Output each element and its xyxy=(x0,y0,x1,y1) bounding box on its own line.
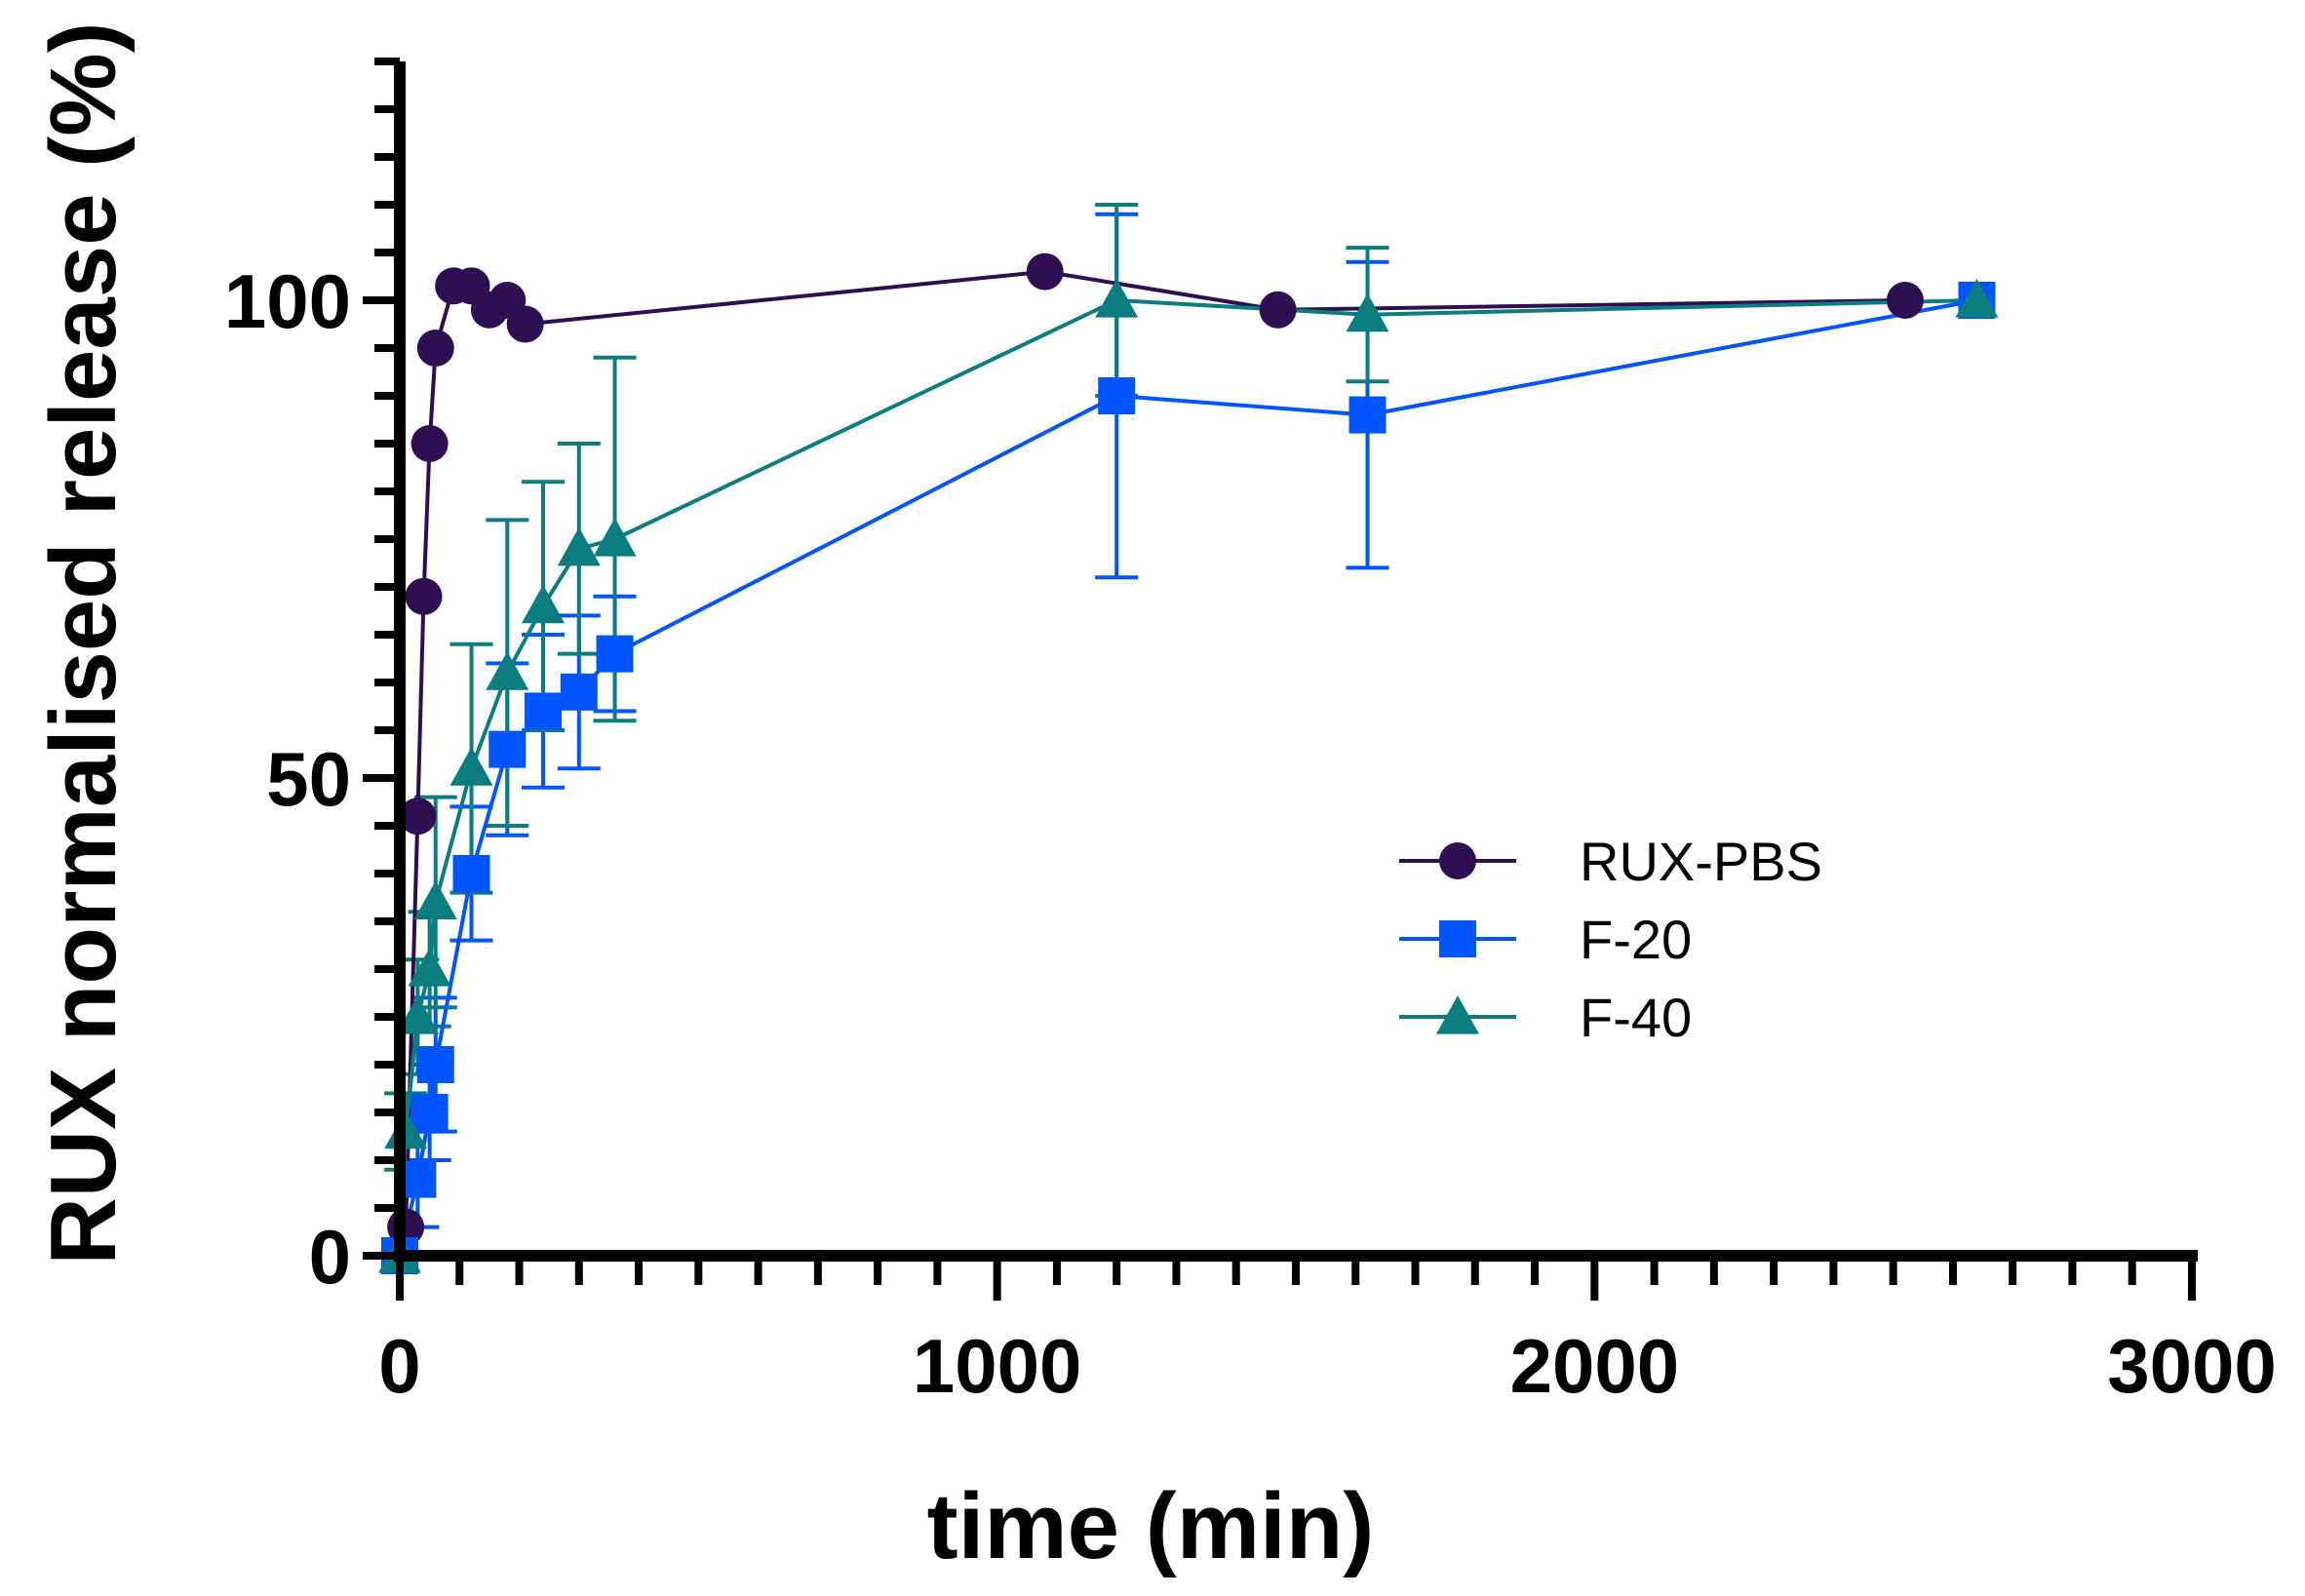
f-20-point xyxy=(525,692,563,730)
rux-pbs-point xyxy=(1886,282,1924,319)
f-40-point xyxy=(396,995,440,1034)
y-tick-label: 0 xyxy=(309,1214,351,1300)
x-tick-label: 0 xyxy=(378,1323,420,1409)
f-20-point xyxy=(488,730,527,768)
f-20-point xyxy=(452,855,490,892)
legend-rux-pbs-marker xyxy=(1439,842,1476,879)
legend-f-20-marker xyxy=(1439,920,1476,957)
f-20-point xyxy=(1348,396,1387,434)
x-tick-label: 2000 xyxy=(1510,1323,1680,1409)
f-40-point xyxy=(1955,279,1999,318)
rux-pbs-point xyxy=(1026,253,1064,291)
legend-f-40-marker xyxy=(1436,995,1479,1034)
x-tick-label: 1000 xyxy=(913,1323,1082,1409)
x-tick-label: 3000 xyxy=(2107,1323,2277,1409)
series-markers xyxy=(378,253,1999,1274)
y-tick-label: 50 xyxy=(266,736,351,822)
f-20-point xyxy=(560,673,598,711)
rux-pbs-point xyxy=(410,425,449,462)
f-40-point xyxy=(522,584,566,624)
legend-f-20-label: F-20 xyxy=(1580,909,1692,970)
f-20-point xyxy=(1098,377,1136,414)
f-40-point xyxy=(413,880,457,919)
y-tick-label: 100 xyxy=(224,258,351,344)
f-40-point xyxy=(557,526,601,566)
f-20-point xyxy=(416,1046,454,1083)
f-40-point xyxy=(408,948,451,987)
rux-pbs-point xyxy=(506,305,544,343)
f-40-point xyxy=(486,651,529,690)
f-40-point xyxy=(593,518,637,557)
rux-pbs-line xyxy=(398,269,1905,1257)
f-40-line xyxy=(398,298,1977,1257)
legend-rux-pbs-label: RUX-PBS xyxy=(1580,831,1822,892)
rux-pbs-point xyxy=(1259,291,1297,329)
rux-pbs-point xyxy=(416,330,454,367)
rux-pbs-point xyxy=(399,798,437,836)
f-40-point xyxy=(1095,279,1139,318)
f-40-point xyxy=(1346,292,1389,332)
series-lines xyxy=(398,269,1977,1257)
f-20-point xyxy=(596,635,634,673)
y-axis-title: RUX normalised release (%) xyxy=(31,21,136,1265)
f-20-line xyxy=(398,298,1977,1257)
x-axis-title: time (min) xyxy=(927,1474,1375,1578)
f-20-point xyxy=(410,1094,449,1131)
legend: RUX-PBS F-20 F-40 xyxy=(1399,831,1822,1048)
rux-pbs-point xyxy=(405,577,443,615)
legend-f-40-label: F-40 xyxy=(1580,987,1692,1048)
f-40-point xyxy=(449,747,493,786)
